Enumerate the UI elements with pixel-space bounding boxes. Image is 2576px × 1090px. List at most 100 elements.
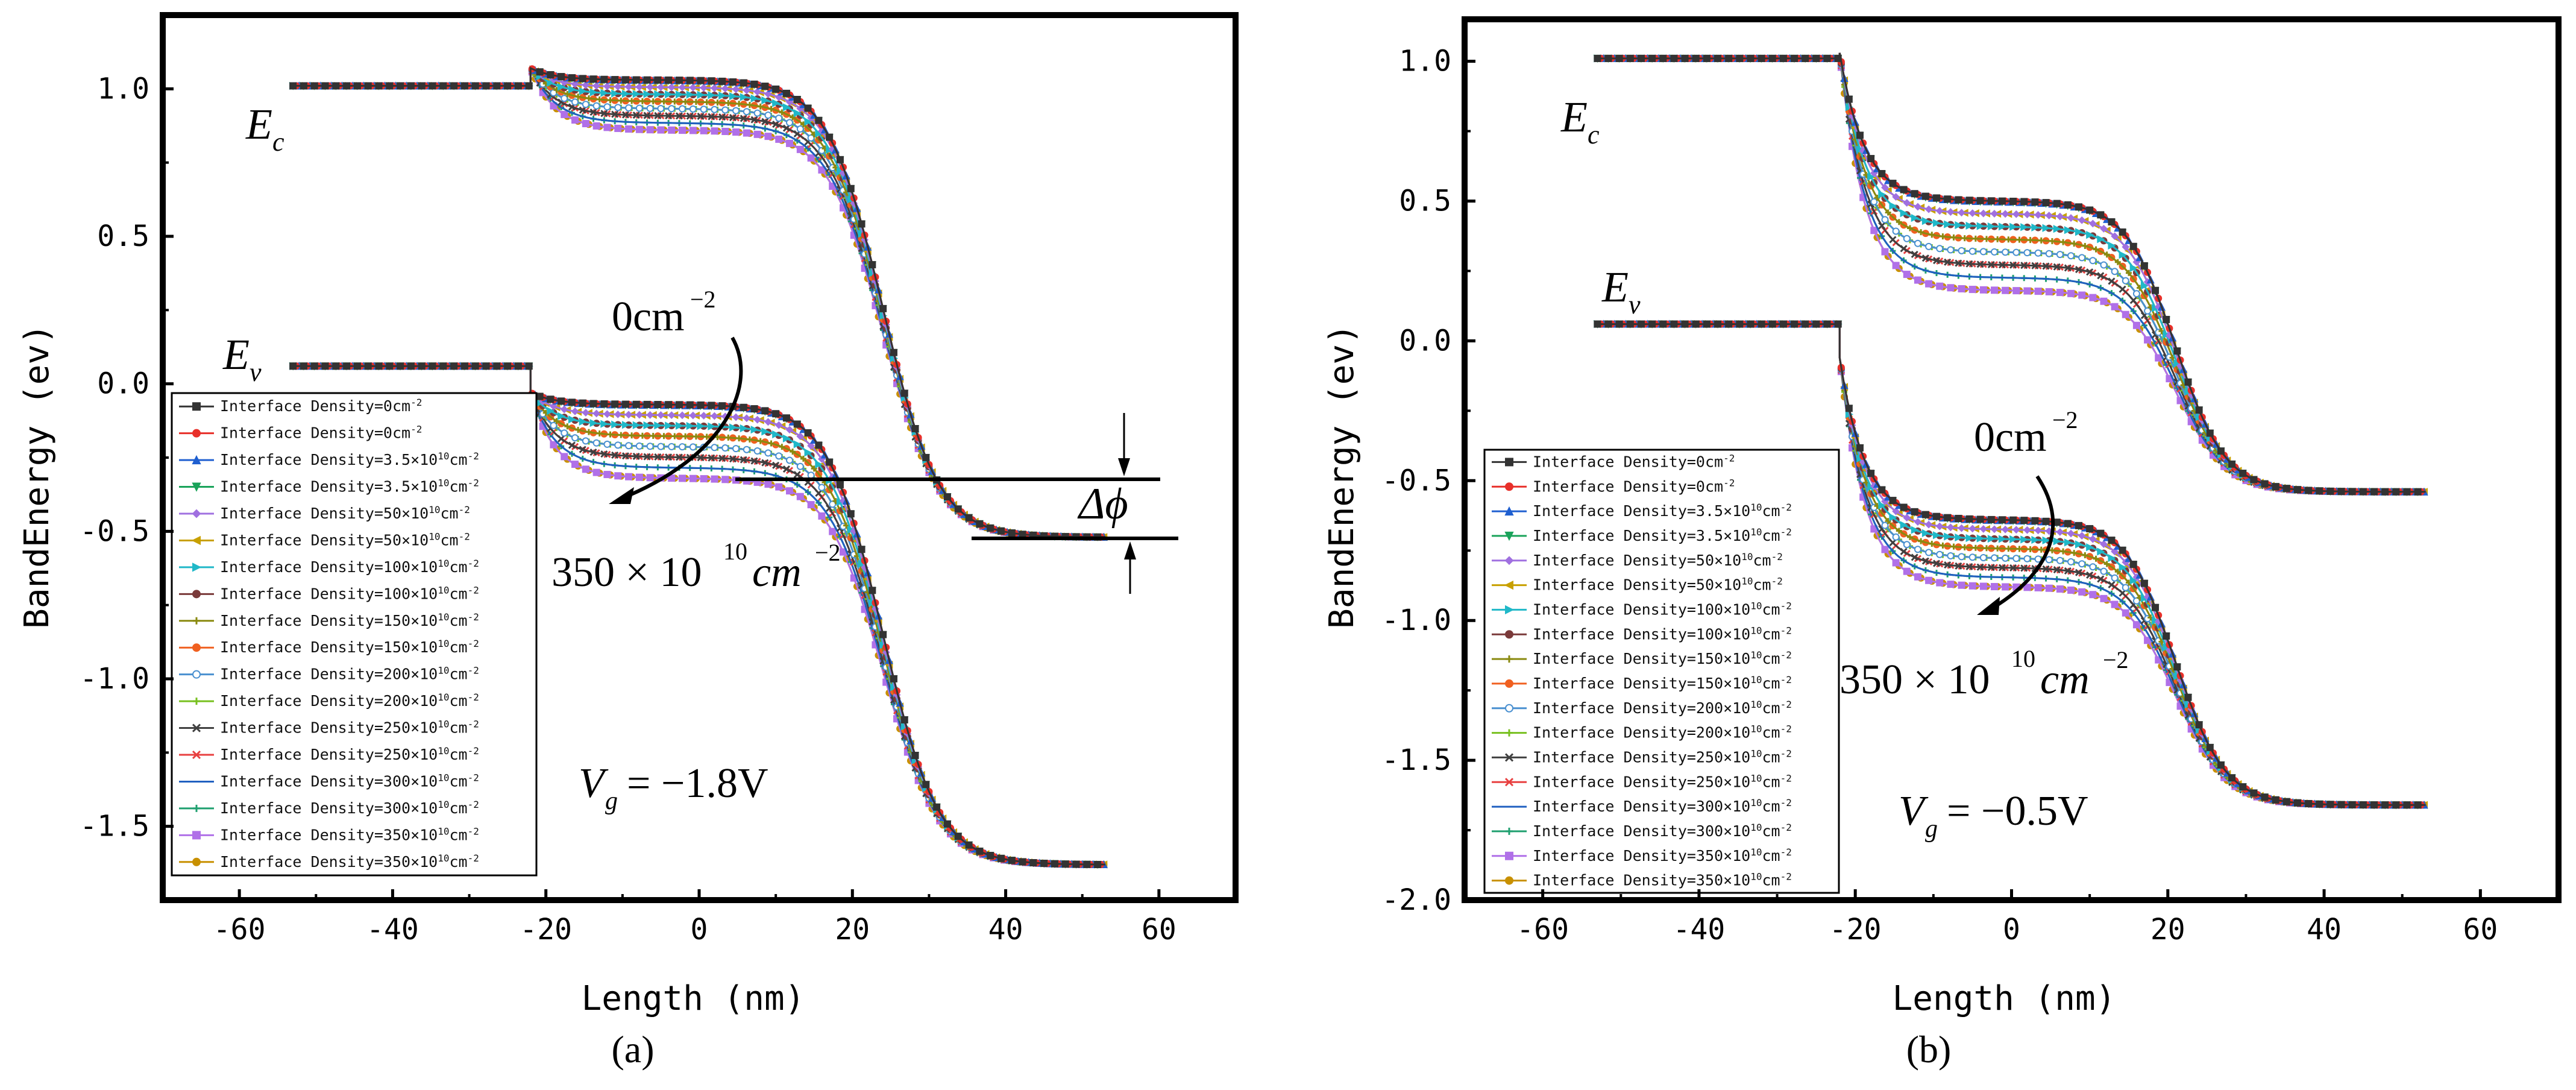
panel-a-series-12-ec-point <box>686 112 694 120</box>
panel-a-series-16-ev-point <box>635 473 643 481</box>
panel-a-series-16-ev-point <box>668 474 676 482</box>
panel-a-series-0-ec-point <box>343 82 351 90</box>
panel-a-series-16-ec-point <box>657 126 665 134</box>
panel-a-series-0-ev-point <box>547 395 554 403</box>
panel-a-series-10-ev-point <box>721 444 729 452</box>
panel-a-series-16-ec-point <box>571 116 579 124</box>
panel-a-series-10-ec-point <box>775 115 783 122</box>
panel-b-series-10-ev-point <box>2012 555 2020 562</box>
panel-a-series-0-ec-point <box>364 82 372 90</box>
panel-a-series-0-ec-point <box>782 89 790 97</box>
panel-a-series-0-ev-point <box>364 362 372 370</box>
panel-b-series-16-ec-point <box>2056 289 2064 297</box>
panel-a-series-12-ec-point <box>611 110 619 118</box>
panel-a-series-0-ec-point <box>289 82 297 90</box>
panel-a-series-10-ec-point <box>614 104 622 112</box>
panel-a-series-0-ev-point <box>858 546 865 553</box>
panel-a-curves <box>289 65 1108 869</box>
panel-a-series-8-ev-point <box>703 433 710 440</box>
panel-a-series-8-ev-point <box>736 435 743 442</box>
panel-a-series-4-ec-point <box>592 82 601 90</box>
panel-b-series-16-ev-point <box>2034 584 2042 591</box>
panel-a-series-12-ev-point <box>665 453 673 461</box>
panel-a-legend-marker-16 <box>192 831 201 840</box>
panel-b-series-10-ec-point <box>1936 245 1944 253</box>
panel-a-series-8-ev-point <box>650 433 656 439</box>
panel-a-series-8-ev-point <box>843 522 850 529</box>
panel-a-series-10-ev-point <box>786 456 794 464</box>
panel-b-series-10-ev-point <box>1947 552 1955 559</box>
panel-a-series-8-ev-point <box>779 444 785 450</box>
panel-a-series-16-ev-point <box>711 475 718 483</box>
panel-a-series-8-ec-point <box>725 99 732 106</box>
panel-a-series-12-ev-point <box>729 455 737 463</box>
panel-a-series-10-ec-point <box>603 103 611 111</box>
panel-a-series-16-ec-point <box>625 125 633 133</box>
panel-b-series-16-ev-point <box>1903 567 1911 575</box>
panel-a-series-4-ec-point <box>678 83 686 92</box>
panel-a-xtick-label: 40 <box>988 913 1023 947</box>
panel-a-series-0-ec-point <box>654 76 662 84</box>
panel-a-series-0-ev-point <box>536 392 544 400</box>
panel-a-series-4-ev-point <box>732 413 740 421</box>
panel-a-series-0-ev-point <box>589 400 597 408</box>
panel-a-series-8-ec-point <box>768 106 774 112</box>
panel-a-series-8-ec-point <box>629 98 635 104</box>
panel-a-series-10-ev-point <box>561 429 568 437</box>
panel-b-series-16-ec-point <box>1914 276 1921 284</box>
panel-b-series-10-ec-point <box>2002 248 2009 256</box>
panel-a-series-0-ec-point <box>460 82 468 90</box>
panel-b-series-16-ev-point <box>2111 600 2119 608</box>
panel-a-series-6-ev-point <box>782 434 791 443</box>
panel-a-series-6-ec-point <box>654 90 662 99</box>
panel-a-series-0-ev-point <box>665 401 673 409</box>
panel-a-series-0-ev-point <box>1083 860 1091 868</box>
panel-a-series-6-ev-point <box>697 422 705 430</box>
panel-b-series-10-ec-point <box>2078 254 2086 262</box>
panel-b-series-10-ev-point <box>1979 553 1987 561</box>
panel-b-series-16-ec-point <box>2111 303 2119 310</box>
panel-a-series-8-ev-point <box>553 418 560 424</box>
panel-b-series-10-ec-point <box>1892 227 1900 235</box>
panel-a-series-0-ec-point <box>375 82 383 90</box>
panel-b-series-10-ec-point <box>1870 198 1878 206</box>
panel-a-series-4-ec-point <box>753 87 762 96</box>
panel-a-series-8-ec-point <box>585 95 592 102</box>
panel-a-series-12-ev-point <box>600 450 608 458</box>
panel-a-series-0-ec-point <box>547 71 554 78</box>
panel-a-series-0-ec-point <box>525 82 533 90</box>
panel-a-series-4-ec-point <box>646 83 655 91</box>
panel-a-series-12-ev-point <box>675 453 683 461</box>
panel-a-series-10-ev-point <box>679 443 686 451</box>
panel-b-series-16-ev-point <box>2002 583 2009 591</box>
panel-a-series-6-ev-point <box>654 421 662 430</box>
panel-a-series-8-ev-point <box>596 430 603 437</box>
panel-a-series-6-ec-point <box>621 89 630 98</box>
panel-b-series-16-ec-point <box>1979 286 1987 294</box>
panel-a-series-10-ev-point <box>571 434 579 442</box>
panel-a-series-0-ev-point <box>708 402 715 409</box>
panel-a-series-10-ev-point <box>829 500 837 508</box>
panel-a-series-0-ec-point <box>600 75 608 83</box>
panel-a-series-0-ev-point <box>697 401 705 409</box>
panel-b-series-10-ec-point <box>1914 239 1921 247</box>
panel-a-series-6-ev-point <box>761 427 770 436</box>
panel-a-series-6-ev-point <box>547 407 555 415</box>
panel-a-series-0-ev-point <box>611 400 619 408</box>
panel-a-series-0-ev-point <box>418 362 426 370</box>
panel-a-series-0-ev-point <box>933 803 941 811</box>
panel-b-series-10-ec-point <box>1925 242 1933 250</box>
panel-a-series-4-ev-point <box>700 412 708 420</box>
panel-a-series-8-ev-point <box>790 449 796 455</box>
panel-a-series-12-ec-point <box>708 113 715 121</box>
panel-a-series-6-ec-point <box>579 87 587 95</box>
panel-b-series-10-ec-point <box>1979 248 1987 256</box>
panel-a-series-12-ec-point <box>750 116 758 124</box>
panel-a-series-10-ev-point <box>657 443 665 450</box>
panel-a-series-4-ev-point <box>678 411 686 420</box>
panel-a-series-0-ec-point <box>675 77 683 84</box>
panel-a-xtick-label: -40 <box>366 913 419 947</box>
panel-a-series-16-ec-point <box>614 124 622 132</box>
panel-a-series-16-ev-point <box>582 465 589 473</box>
panel-a-series-0-ev-point <box>397 362 404 370</box>
